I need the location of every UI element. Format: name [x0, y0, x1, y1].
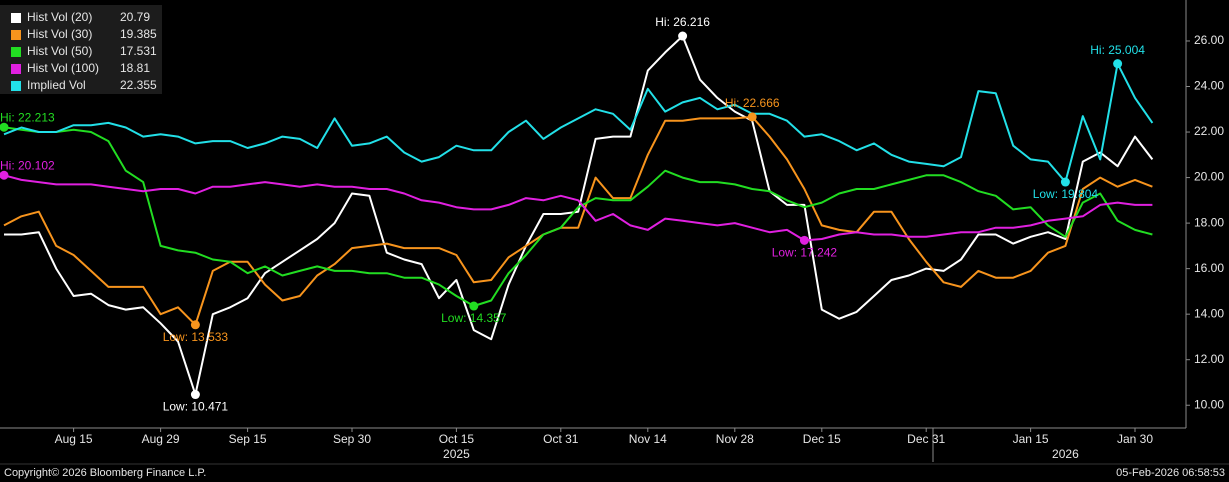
legend-swatch [11, 81, 21, 91]
extreme-marker [0, 170, 9, 180]
extreme-label: Low: 13.533 [163, 330, 229, 344]
extreme-marker [190, 390, 200, 400]
y-tick-label: 18.00 [1194, 215, 1224, 229]
y-tick-label: 24.00 [1194, 79, 1224, 93]
legend-label: Hist Vol (100) [27, 61, 99, 75]
y-tick-label: 12.00 [1194, 352, 1224, 366]
legend: Hist Vol (20) 20.79 Hist Vol (30) 19.385 His… [0, 5, 162, 94]
extreme-label: Low: 17.242 [772, 246, 838, 260]
x-tick-label: Oct 31 [543, 432, 579, 446]
extreme-label: Low: 19.804 [1033, 187, 1099, 201]
extreme-label: Hi: 20.102 [0, 158, 55, 172]
extreme-marker [678, 31, 688, 41]
y-tick-label: 10.00 [1194, 397, 1224, 411]
x-tick-label: Aug 29 [142, 432, 180, 446]
legend-value: 18.81 [120, 61, 150, 75]
extreme-marker [799, 235, 809, 245]
extreme-marker [0, 122, 9, 132]
series-line [3, 126, 1153, 307]
x-tick-label: Dec 31 [907, 432, 945, 446]
legend-value: 20.79 [120, 10, 150, 24]
y-tick-label: 16.00 [1194, 261, 1224, 275]
x-tick-label: Nov 28 [716, 432, 754, 446]
legend-swatch [11, 13, 21, 23]
extreme-marker [1060, 177, 1070, 187]
legend-label: Hist Vol (20) [27, 10, 92, 24]
extreme-marker [190, 320, 200, 330]
extreme-label: Hi: 25.004 [1090, 43, 1145, 57]
extreme-marker [469, 301, 479, 311]
series-line [3, 174, 1153, 242]
footer-copyright: Copyright© 2026 Bloomberg Finance L.P. [4, 467, 206, 479]
legend-label: Implied Vol [27, 78, 86, 92]
legend-label: Hist Vol (50) [27, 44, 92, 58]
x-year-label: 2025 [443, 447, 470, 461]
x-tick-label: Dec 15 [803, 432, 841, 446]
legend-value: 22.355 [120, 78, 157, 92]
legend-value: 17.531 [120, 44, 157, 58]
y-tick-label: 14.00 [1194, 306, 1224, 320]
x-tick-label: Sep 30 [333, 432, 371, 446]
x-tick-label: Jan 30 [1117, 432, 1153, 446]
x-tick-label: Nov 14 [629, 432, 667, 446]
y-tick-label: 22.00 [1194, 124, 1224, 138]
legend-swatch [11, 47, 21, 57]
legend-swatch [11, 30, 21, 40]
x-tick-label: Sep 15 [229, 432, 267, 446]
legend-box [0, 5, 162, 94]
x-tick-label: Oct 15 [439, 432, 475, 446]
legend-value: 19.385 [120, 27, 157, 41]
extreme-label: Hi: 22.213 [0, 110, 55, 124]
extreme-label: Hi: 22.666 [725, 96, 780, 110]
x-tick-label: Aug 15 [55, 432, 93, 446]
extreme-label: Low: 14.357 [441, 311, 507, 325]
series-line [3, 62, 1154, 183]
y-tick-label: 20.00 [1194, 170, 1224, 184]
footer-timestamp: 05-Feb-2026 06:58:53 [1116, 467, 1225, 479]
extreme-marker [1113, 59, 1123, 69]
x-year-label: 2026 [1052, 447, 1079, 461]
legend-swatch [11, 64, 21, 74]
extreme-label: Low: 10.471 [163, 400, 229, 414]
plot-area: Hi: 26.216 Low: 10.471 Hi: 22.666 Low: 13.5… [0, 15, 1154, 414]
x-tick-label: Jan 15 [1013, 432, 1049, 446]
extreme-label: Hi: 26.216 [655, 15, 710, 29]
extreme-marker [747, 112, 757, 122]
y-tick-label: 26.00 [1194, 33, 1224, 47]
legend-label: Hist Vol (30) [27, 27, 92, 41]
